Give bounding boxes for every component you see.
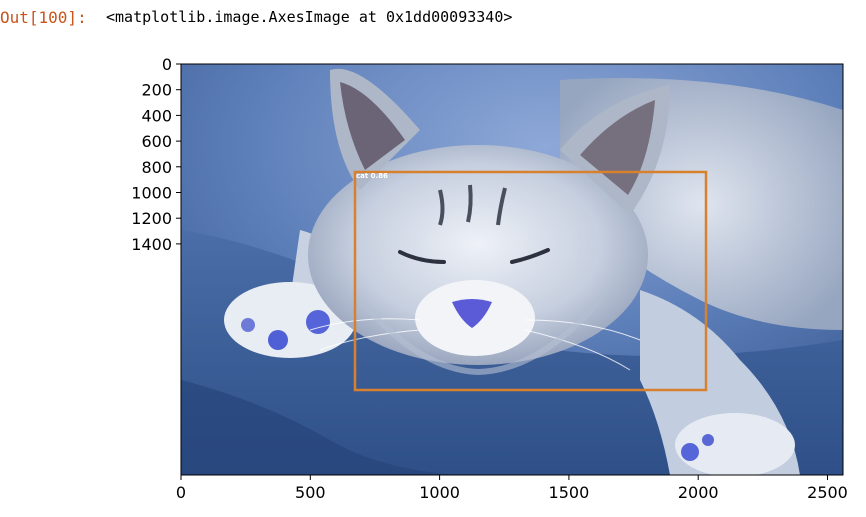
bbox-label: cat 0.86 xyxy=(356,172,388,180)
y-tick-label: 1400 xyxy=(131,235,172,254)
x-tick-label: 0 xyxy=(176,483,186,502)
y-tick-label: 600 xyxy=(141,132,172,151)
output-prompt: Out[100]: xyxy=(0,7,87,27)
y-tick-label: 0 xyxy=(162,55,172,74)
x-tick-label: 500 xyxy=(295,483,326,502)
y-tick-label: 400 xyxy=(141,106,172,125)
bounding-box xyxy=(353,170,708,392)
y-tick-label: 200 xyxy=(141,81,172,100)
y-tick-label: 800 xyxy=(141,158,172,177)
x-tick-label: 1500 xyxy=(549,483,590,502)
y-axis: 0 200 400 600 800 1000 1200 1400 xyxy=(131,55,181,254)
y-tick-label: 1200 xyxy=(131,209,172,228)
output-text: <matplotlib.image.AxesImage at 0x1dd0009… xyxy=(106,8,513,26)
axes-frame xyxy=(180,63,844,476)
y-tick-label: 1000 xyxy=(131,184,172,203)
kitten-image xyxy=(181,64,843,475)
x-tick-label: 2000 xyxy=(678,483,719,502)
output-row: Out[100]: <matplotlib.image.AxesImage at… xyxy=(0,6,512,28)
x-tick-label: 1000 xyxy=(419,483,460,502)
x-axis: 0 500 1000 1500 2000 2500 xyxy=(176,475,848,502)
x-tick-label: 2500 xyxy=(807,483,848,502)
